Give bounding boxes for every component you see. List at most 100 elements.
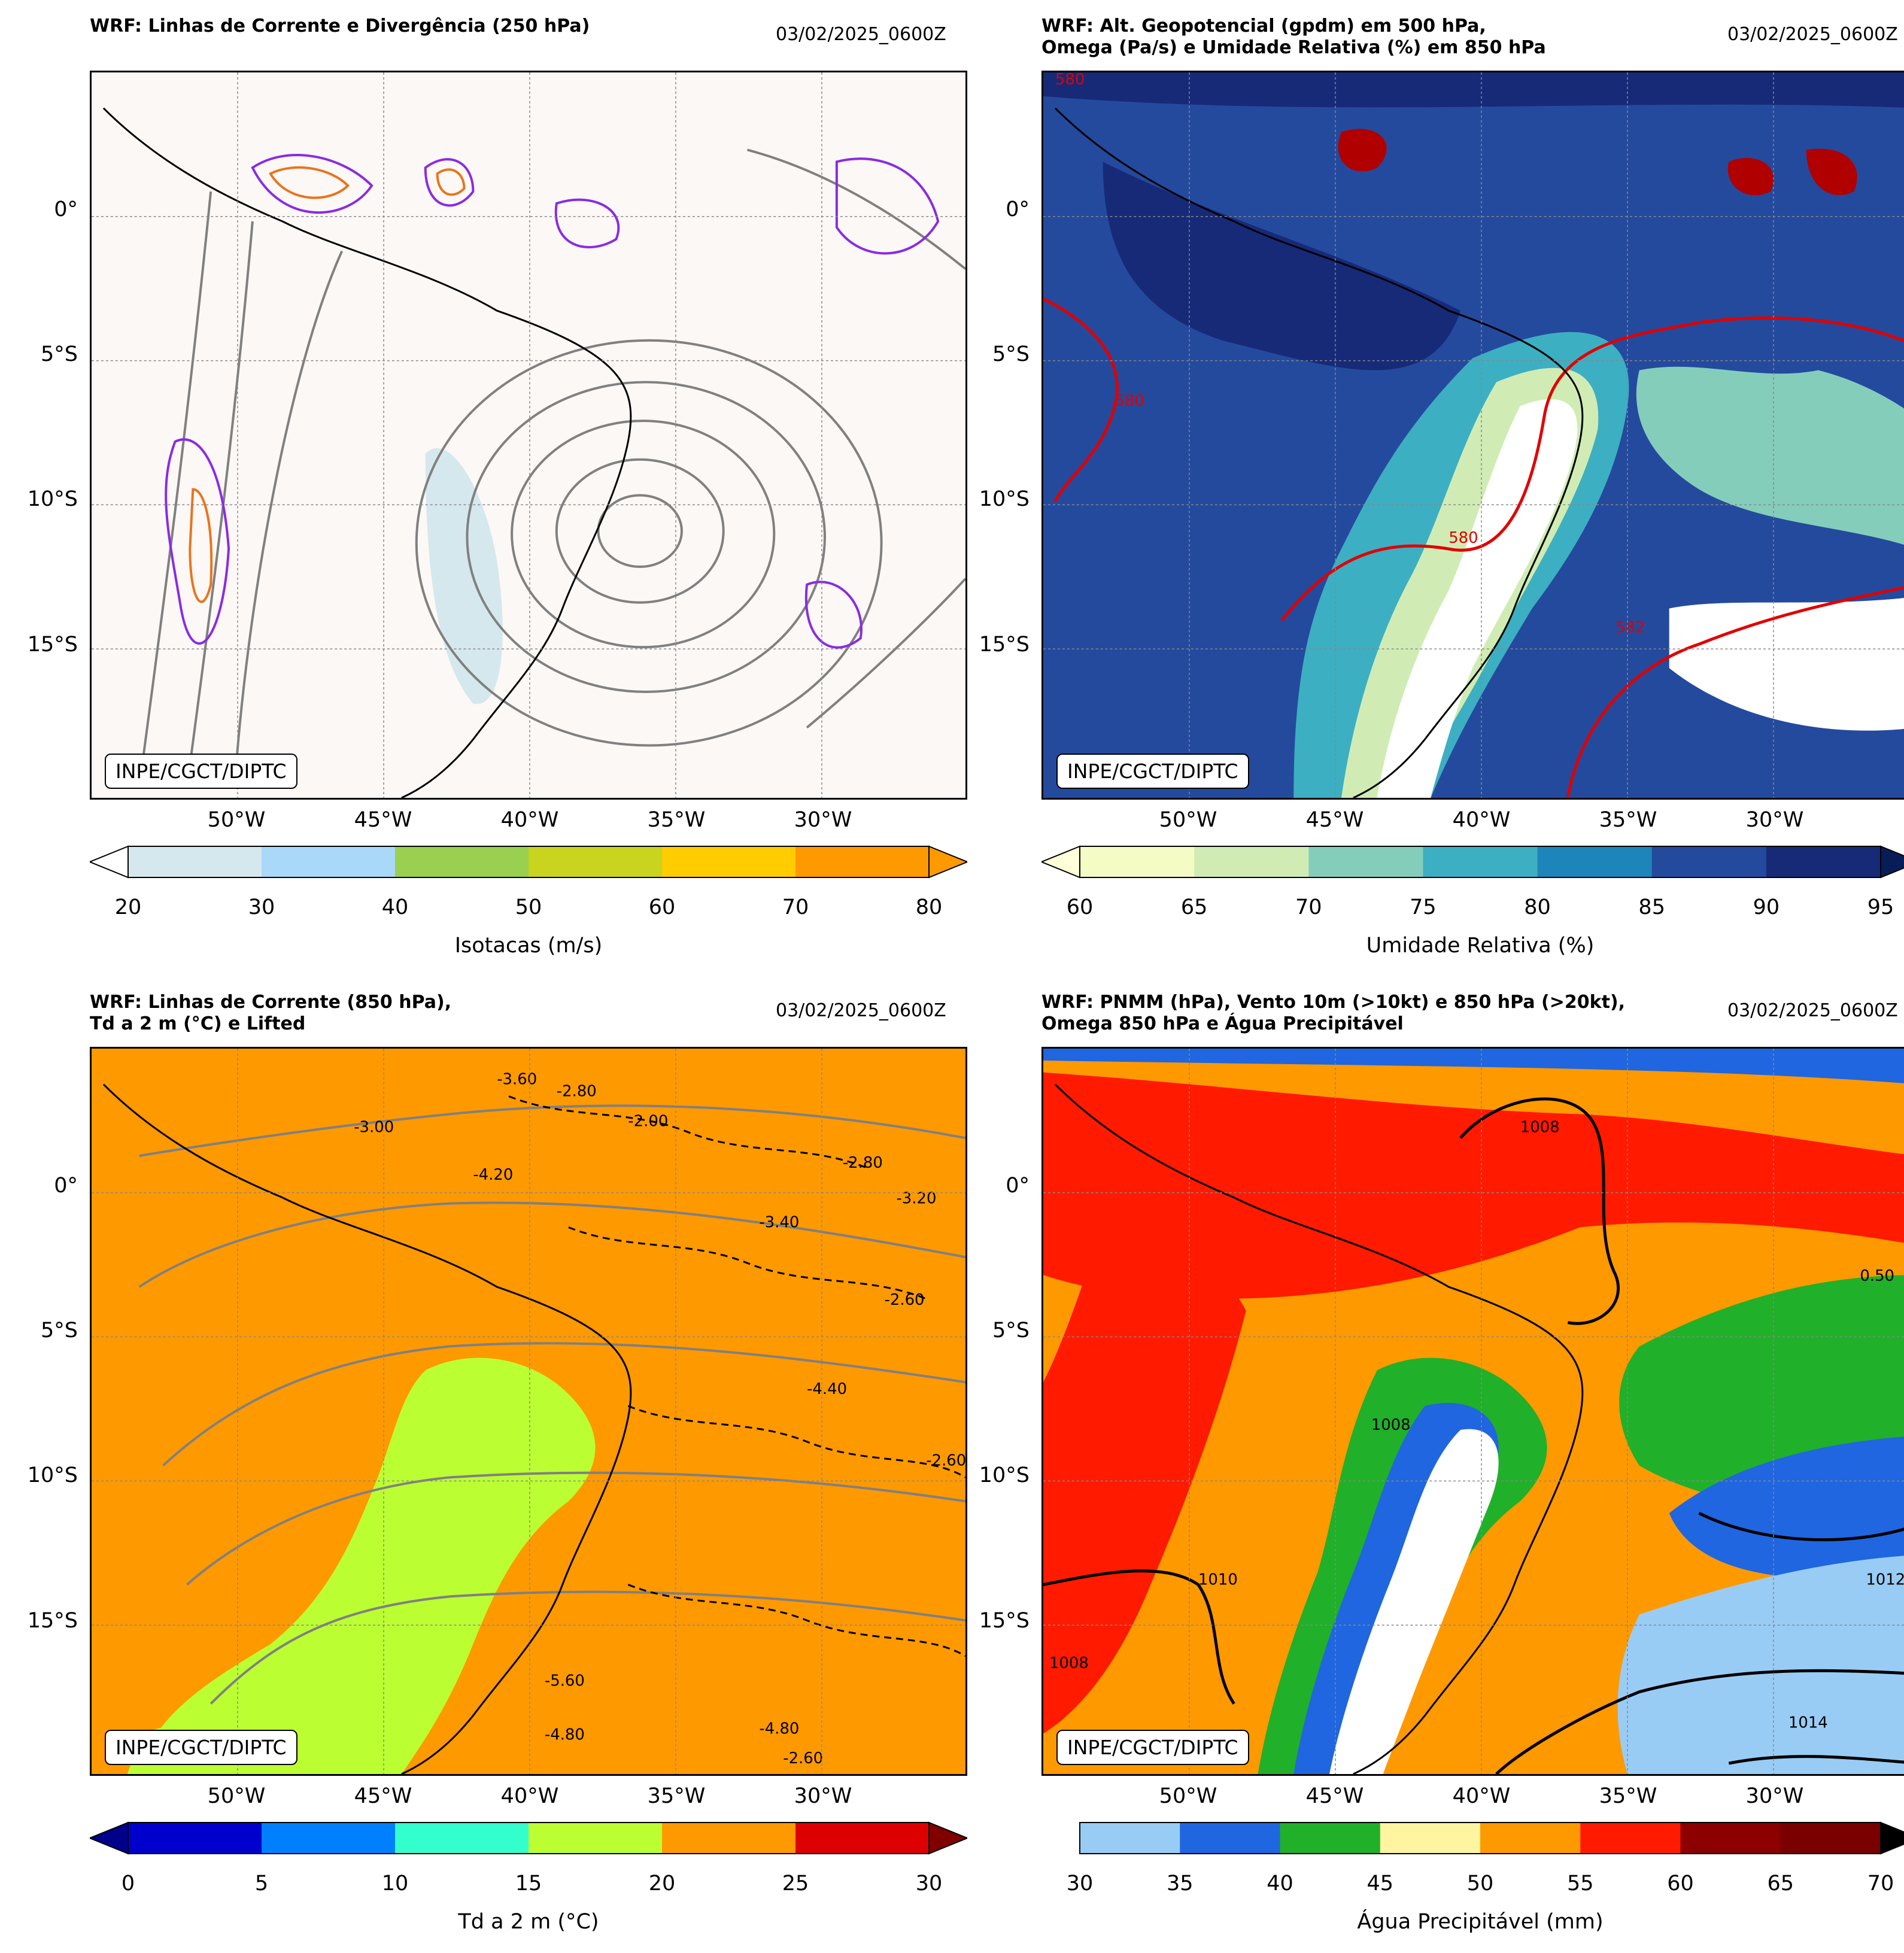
lat-label: 10°S xyxy=(979,487,1030,511)
divergence-contours xyxy=(165,154,940,649)
lon-label: 30°W xyxy=(1745,808,1804,832)
colorbar-segment xyxy=(1380,1823,1481,1854)
pw-30-35 xyxy=(1617,1556,1904,1774)
colorbar-tick-label: 30 xyxy=(1066,1872,1094,1896)
colorbar-tick-label: 70 xyxy=(1867,1872,1894,1896)
lon-label: 50°W xyxy=(1159,1784,1217,1808)
colorbar-extend-left xyxy=(90,845,129,879)
contour-label: 580 xyxy=(1055,72,1085,89)
colorbar: 60 65 70 75 80 85 90 95 Umidade Relativa (%) xyxy=(1041,838,1904,970)
colorbar-label: Td a 2 m (°C) xyxy=(458,1910,599,1934)
map-area: 1008 1008 1010 1012 1014 1008 0.50 INPE/… xyxy=(1041,1047,1904,1776)
colorbar-tick-label: 65 xyxy=(1180,895,1208,919)
lat-label: 0° xyxy=(1006,1174,1030,1198)
lat-label: 10°S xyxy=(979,1463,1030,1487)
colorbar-tick-label: 30 xyxy=(248,895,275,919)
humidity-90 xyxy=(1103,162,1461,370)
lon-label: 40°W xyxy=(500,1784,559,1808)
panel-title: WRF: Alt. Geopotencial (gpdm) em 500 hPa… xyxy=(1041,16,1546,58)
panel-date: 03/02/2025_0600Z xyxy=(776,1000,946,1021)
colorbar-tick-label: 85 xyxy=(1638,895,1665,919)
lon-label: 45°W xyxy=(1305,808,1364,832)
colorbar-segment xyxy=(662,1823,796,1854)
colorbar-outline xyxy=(127,846,930,878)
colorbar-tick-label: 30 xyxy=(915,1872,943,1896)
dewpoint-15-20 xyxy=(139,1357,596,1774)
map-graphics: -3.60 -2.80 -3.00 -2.00 -4.20 -3.40 -2.8… xyxy=(92,1049,965,1774)
lon-label: 35°W xyxy=(1599,1784,1657,1808)
colorbar-label: Isotacas (m/s) xyxy=(454,934,603,958)
contour-label: -2.00 xyxy=(628,1112,668,1130)
omega-region xyxy=(1727,157,1774,196)
panel-streamlines-850hpa: WRF: Linhas de Corrente (850 hPa), Td a … xyxy=(0,976,967,1952)
pw-55-60 xyxy=(1043,1072,1904,1299)
coastline xyxy=(102,1083,632,1774)
lon-label: 50°W xyxy=(207,1784,266,1808)
colorbar-tick-label: 10 xyxy=(381,1872,409,1896)
colorbar-tick-label: 65 xyxy=(1767,1872,1794,1896)
colorbar-tick-label: 20 xyxy=(114,895,142,919)
colorbar-tick-label: 60 xyxy=(1667,1872,1694,1896)
map-area: -3.60 -2.80 -3.00 -2.00 -4.20 -3.40 -2.8… xyxy=(90,1047,967,1776)
pressure-contours xyxy=(1043,1097,1904,1774)
humidity-below-60 xyxy=(1669,598,1904,731)
colorbar-tick-label: 55 xyxy=(1566,1872,1594,1896)
contour-label: 1008 xyxy=(1371,1416,1411,1434)
panel-title: WRF: Linhas de Corrente e Divergência (2… xyxy=(90,16,590,37)
lon-label: 35°W xyxy=(1599,808,1657,832)
lat-label: 10°S xyxy=(27,487,78,511)
colorbar: 30 35 40 45 50 55 60 65 70 Água Precipitável (mm) xyxy=(1041,1814,1904,1946)
colorbar-segment xyxy=(1080,846,1195,877)
credit-label: INPE/CGCT/DIPTC xyxy=(1056,1730,1249,1765)
colorbar: 0 5 10 15 20 25 30 Td a 2 m (°C) xyxy=(90,1814,967,1946)
colorbar-tick-label: 20 xyxy=(648,1872,676,1896)
coastline xyxy=(1054,107,1584,798)
credit-label: INPE/CGCT/DIPTC xyxy=(105,754,297,789)
lon-label: 35°W xyxy=(647,808,706,832)
panel-title: WRF: Linhas de Corrente (850 hPa), Td a … xyxy=(90,992,452,1034)
lat-label: 15°S xyxy=(27,1609,78,1633)
lon-label: 35°W xyxy=(647,1784,706,1808)
ocean-background xyxy=(92,72,965,798)
panel-date: 03/02/2025_0600Z xyxy=(776,24,946,45)
colorbar-outline xyxy=(127,1822,930,1854)
colorbar-segment xyxy=(1180,1823,1280,1854)
colorbar-tick-label: 80 xyxy=(915,895,943,919)
humidity-70 xyxy=(1636,366,1904,545)
lon-label: 50°W xyxy=(207,808,266,832)
lat-label: 15°S xyxy=(979,633,1030,657)
colorbar-tick-label: 45 xyxy=(1366,1872,1394,1896)
contour-label: 582 xyxy=(1615,618,1645,636)
lat-label: 5°S xyxy=(992,342,1030,366)
lon-label: 45°W xyxy=(354,1784,412,1808)
contour-label: -3.60 xyxy=(497,1071,537,1089)
lon-label: 40°W xyxy=(1452,1784,1511,1808)
streamlines xyxy=(138,148,965,788)
colorbar-label: Água Precipitável (mm) xyxy=(1357,1910,1604,1934)
colorbar-tick-label: 80 xyxy=(1524,895,1551,919)
colorbar-tick-label: 60 xyxy=(1066,895,1094,919)
colorbar-segment xyxy=(1280,1823,1381,1854)
streamlines xyxy=(138,1104,965,1705)
colorbar-extend-left xyxy=(1041,845,1080,879)
colorbar-tick-label: 35 xyxy=(1166,1872,1194,1896)
lifted-index-contours xyxy=(508,1095,965,1657)
contour-label: -5.60 xyxy=(545,1672,585,1690)
gridlines xyxy=(1043,72,1904,798)
colorbar-segment xyxy=(1480,1823,1581,1854)
colorbar-segment xyxy=(529,846,663,877)
lon-label: 40°W xyxy=(1452,808,1511,832)
colorbar-segment xyxy=(262,846,396,877)
colorbar-segment xyxy=(1308,846,1423,877)
lon-label: 45°W xyxy=(354,808,412,832)
colorbar-segment xyxy=(1680,1823,1781,1854)
pw-35-40 xyxy=(1669,1436,1904,1579)
lat-label: 0° xyxy=(1006,198,1030,221)
contour-label: 580 xyxy=(1449,529,1478,547)
contour-label: -4.80 xyxy=(759,1720,799,1738)
colorbar-tick-label: 90 xyxy=(1753,895,1780,919)
colorbar-tick-label: 40 xyxy=(381,895,409,919)
colorbar-segment xyxy=(1580,1823,1681,1854)
contour-label: -4.80 xyxy=(545,1726,585,1744)
colorbar-tick-label: 40 xyxy=(1267,1872,1293,1896)
